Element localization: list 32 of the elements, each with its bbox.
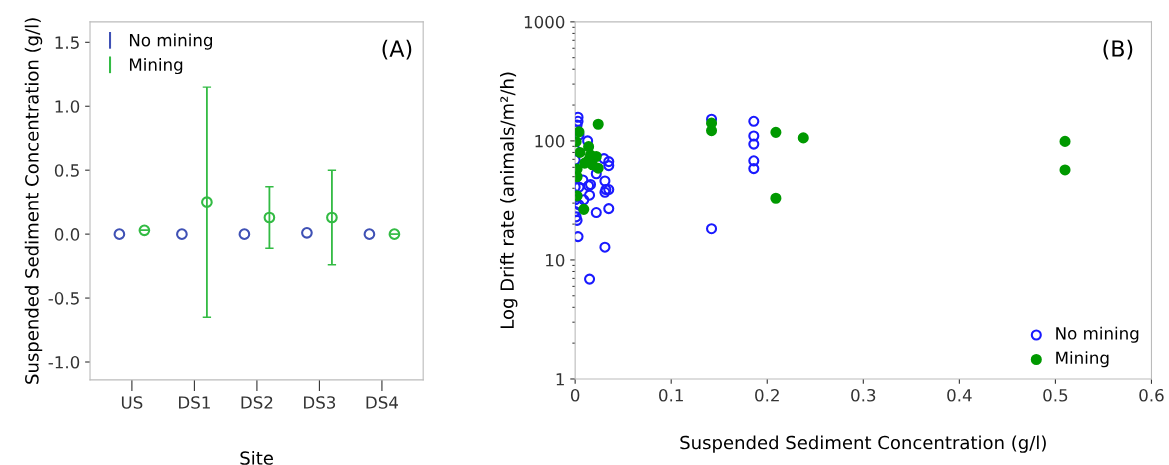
x-tick-label: DS3: [304, 396, 336, 409]
x-tick-label: DS2: [241, 396, 273, 409]
legend-label: Mining: [129, 57, 183, 75]
x-tick-label: 0: [570, 388, 580, 402]
y-tick-label: 1.0: [55, 100, 80, 113]
y-axis-title: Suspended Sediment Concentration (g/l): [24, 18, 43, 384]
x-tick-label: 0.6: [1139, 388, 1164, 402]
y-tick-label: 1000: [524, 15, 565, 29]
y-tick-label: 1.5: [55, 36, 79, 49]
legend-label: No mining: [1056, 326, 1139, 343]
y-tick-label: -0.5: [48, 292, 79, 305]
y-tick-label: -1.0: [48, 355, 80, 369]
annotation: (A): [382, 39, 412, 60]
y-tick-label: 10: [546, 253, 565, 267]
annotation: (B): [1103, 39, 1133, 60]
x-tick-label: DS4: [366, 396, 398, 409]
y-tick-label: 100: [535, 134, 565, 148]
x-tick-label: 0.5: [1043, 388, 1068, 402]
x-tick-label: 0.3: [851, 388, 876, 402]
legend-label: No mining: [129, 33, 212, 50]
x-tick-label: 0.2: [755, 388, 779, 402]
y-axis-title: Log Drift rate (animals/m²/h): [499, 72, 518, 329]
y-tick-label: 1: [556, 373, 564, 386]
x-axis-title: Suspended Sediment Concentration (g/l): [680, 435, 1046, 453]
legend-label: Mining: [1056, 351, 1109, 368]
x-axis-title: Site: [240, 450, 273, 465]
x-tick-label: DS1: [179, 396, 210, 409]
x-tick-label: US: [121, 396, 143, 409]
y-tick-label: 0.5: [54, 164, 79, 177]
x-tick-label: 0.4: [947, 388, 972, 402]
x-tick-label: 0.1: [659, 388, 683, 402]
y-tick-label: 0.0: [54, 228, 80, 241]
